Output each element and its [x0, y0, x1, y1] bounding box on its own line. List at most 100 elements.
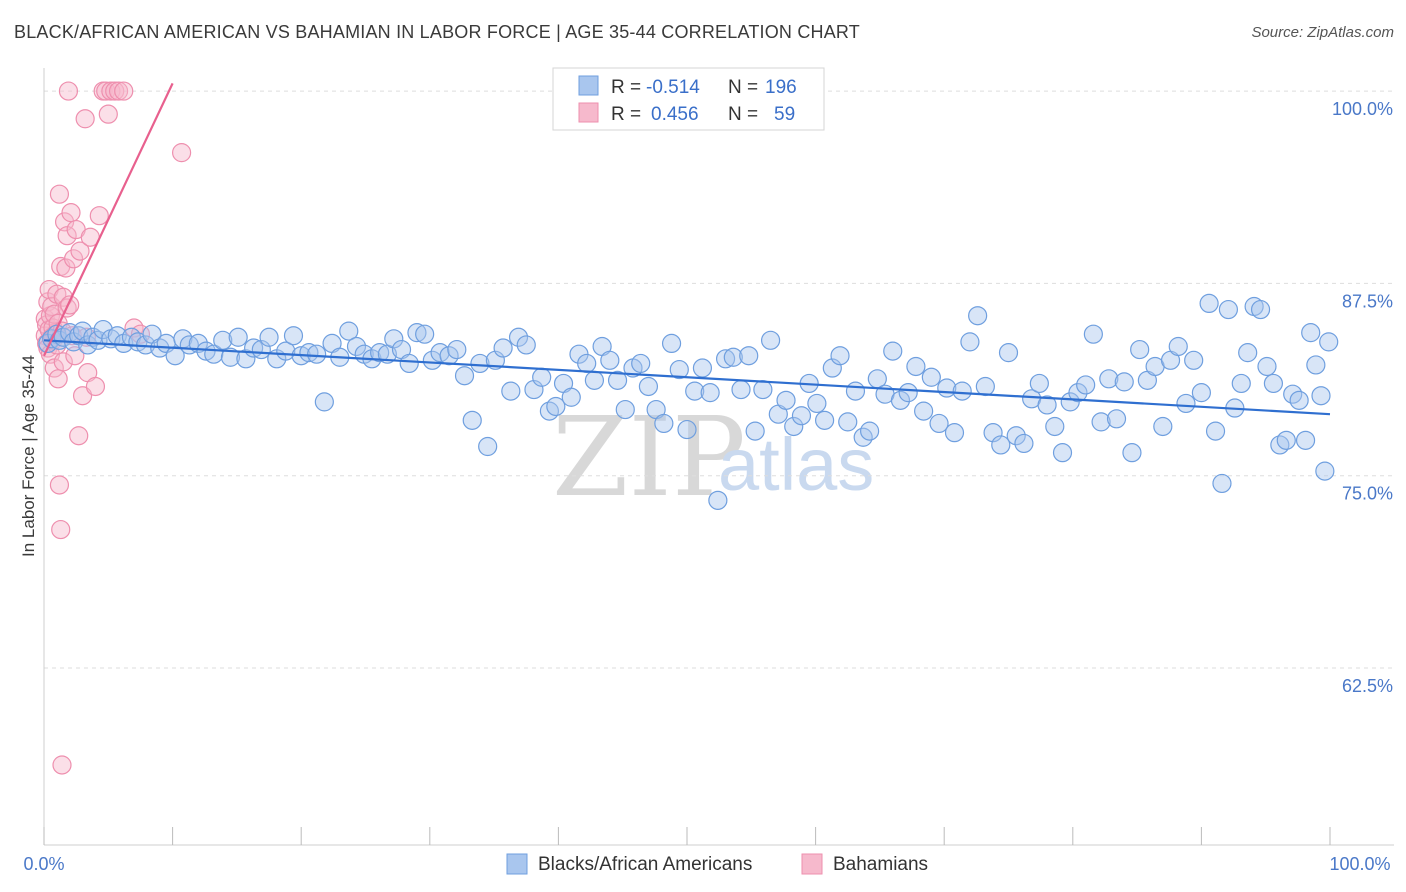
- data-point: [172, 143, 192, 163]
- data-point: [1319, 332, 1339, 352]
- legend-swatch-pink: [578, 102, 599, 123]
- data-point: [370, 343, 390, 363]
- data-point: [493, 338, 513, 358]
- data-point: [470, 353, 490, 374]
- data-point: [51, 519, 71, 540]
- legend-n-label-1: N =: [728, 77, 758, 98]
- data-point: [478, 436, 498, 457]
- data-point: [85, 376, 106, 397]
- data-point: [860, 421, 880, 441]
- data-point: [615, 399, 635, 420]
- data-point: [447, 339, 467, 360]
- data-point: [914, 401, 934, 421]
- data-point: [929, 413, 949, 434]
- data-point: [830, 346, 850, 366]
- data-point: [1176, 393, 1196, 414]
- data-point: [960, 332, 980, 352]
- data-point: [58, 81, 79, 101]
- data-point: [1168, 336, 1188, 357]
- data-point: [439, 346, 459, 366]
- data-point: [807, 393, 827, 414]
- data-point: [1218, 299, 1239, 320]
- data-point: [898, 383, 918, 403]
- data-point: [75, 109, 95, 129]
- data-point: [61, 203, 81, 223]
- series-bahamians: [35, 81, 192, 775]
- data-point: [1045, 416, 1065, 437]
- data-point: [937, 378, 957, 398]
- data-point: [165, 346, 185, 366]
- x-tick-label-min: 0.0%: [23, 854, 64, 874]
- data-point: [1106, 409, 1127, 429]
- data-point: [307, 344, 327, 364]
- data-point: [677, 419, 697, 440]
- data-point: [546, 396, 566, 417]
- data-point: [1006, 426, 1026, 446]
- data-point: [65, 346, 85, 366]
- data-point: [577, 353, 597, 374]
- data-point: [745, 421, 765, 441]
- data-point: [760, 330, 781, 350]
- data-point: [407, 323, 427, 343]
- legend-r-label-2: R =: [611, 104, 641, 125]
- data-point: [532, 367, 552, 387]
- data-point: [1130, 339, 1150, 360]
- data-point: [1250, 299, 1271, 320]
- data-point: [1083, 324, 1103, 344]
- data-point: [584, 370, 605, 390]
- legend-r-value-1: -0.514: [646, 77, 700, 98]
- data-point: [1184, 350, 1204, 370]
- y-tick-label: 87.5%: [1342, 291, 1393, 311]
- data-point: [607, 370, 628, 390]
- data-point: [776, 390, 796, 410]
- data-point: [685, 381, 705, 401]
- data-point: [669, 359, 689, 380]
- data-point: [1306, 355, 1326, 375]
- data-point: [339, 321, 359, 341]
- data-point: [508, 327, 529, 347]
- data-point: [415, 324, 435, 344]
- y-tick-label: 100.0%: [1332, 99, 1393, 119]
- x-tick-label-max: 100.0%: [1329, 854, 1390, 874]
- data-point: [692, 358, 713, 378]
- data-point: [883, 341, 903, 361]
- data-point: [815, 410, 835, 430]
- data-point: [1212, 473, 1232, 494]
- legend-n-value-2: 59: [774, 104, 795, 125]
- data-point: [1029, 373, 1049, 394]
- data-point: [968, 306, 988, 326]
- data-point: [991, 435, 1011, 455]
- data-point: [63, 249, 84, 269]
- data-point: [299, 343, 319, 363]
- data-point: [60, 295, 80, 315]
- data-point: [220, 347, 241, 367]
- data-point: [661, 333, 682, 354]
- data-point: [739, 346, 759, 366]
- legend-n-label-2: N =: [728, 104, 758, 125]
- data-point: [890, 390, 911, 410]
- series-blacks-african-americans: [38, 293, 1339, 510]
- data-point: [1091, 412, 1111, 432]
- data-point: [1099, 369, 1119, 389]
- data-point: [700, 383, 720, 403]
- y-tick-label: 62.5%: [1342, 676, 1393, 696]
- data-point: [69, 426, 89, 446]
- data-point: [70, 241, 90, 261]
- chart-title: BLACK/AFRICAN AMERICAN VS BAHAMIAN IN LA…: [14, 22, 860, 42]
- data-point: [654, 413, 674, 434]
- data-point: [399, 353, 419, 374]
- bottom-legend-swatch-pink: [801, 853, 823, 875]
- legend-r-label-1: R =: [611, 77, 641, 98]
- bottom-legend-swatch-blue: [506, 853, 528, 875]
- data-point: [975, 376, 995, 397]
- data-point: [283, 326, 304, 346]
- data-point: [631, 353, 651, 374]
- data-point: [1014, 433, 1034, 454]
- x-axis-ticks: [43, 827, 1331, 845]
- data-point: [52, 755, 72, 775]
- data-point: [89, 206, 109, 226]
- data-point: [1052, 443, 1073, 463]
- data-point: [48, 369, 68, 389]
- data-point: [715, 349, 736, 369]
